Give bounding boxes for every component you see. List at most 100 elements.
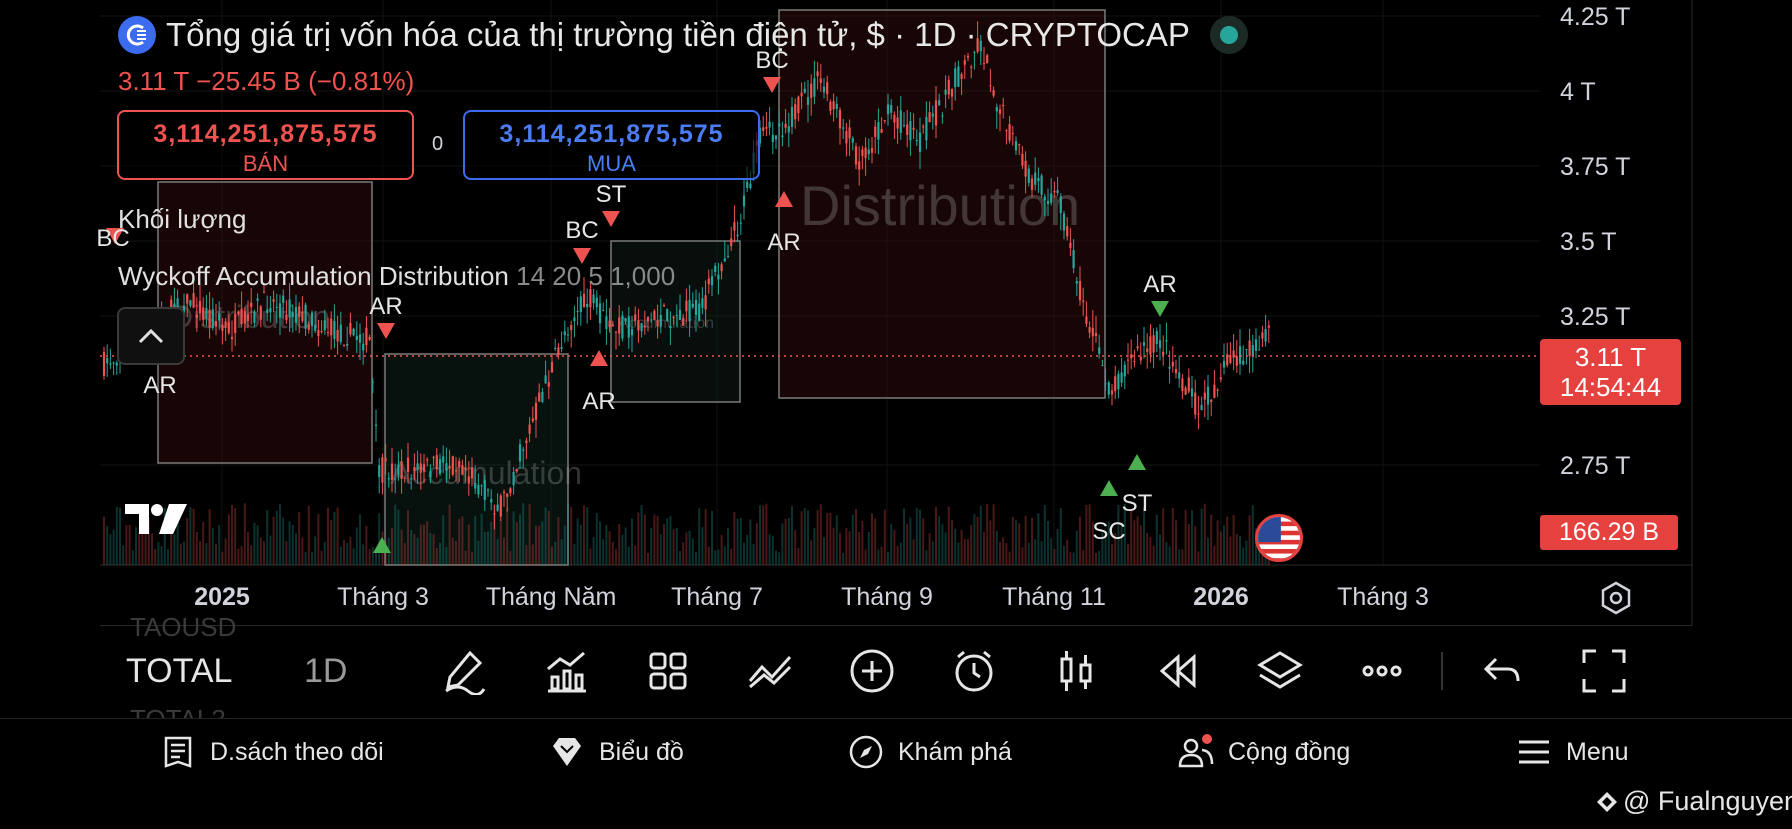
candle-body <box>186 294 189 304</box>
volume-bar <box>461 516 464 565</box>
volume-bar <box>243 503 246 565</box>
candle-body <box>682 317 685 326</box>
candle-body <box>307 324 310 330</box>
candle-style-icon[interactable] <box>1052 647 1100 695</box>
volume-bar <box>535 525 537 565</box>
candle-body <box>272 299 275 302</box>
candle-body <box>915 140 918 142</box>
replay-icon[interactable] <box>1154 647 1202 695</box>
time-axis[interactable]: 2025 Tháng 3 Tháng Năm Tháng 7 Tháng 9 Tháng … <box>194 583 1429 611</box>
chart-area[interactable]: Distribution Accumulation Accumulation Dist… <box>0 0 1792 640</box>
candle-body <box>736 234 739 237</box>
volume-bar <box>413 533 416 565</box>
volume-bar <box>167 549 169 565</box>
layout-grid-icon[interactable] <box>644 647 692 695</box>
volume-bar <box>349 536 352 565</box>
market-open-icon[interactable] <box>1209 16 1248 54</box>
volume-bar <box>1251 505 1254 565</box>
candle-body <box>861 149 864 156</box>
volume-bar <box>394 504 397 565</box>
sell-button[interactable]: 3,114,251,875,575 BÁN <box>117 110 414 180</box>
candle-body <box>800 92 803 97</box>
candle-body <box>304 304 307 329</box>
buy-button[interactable]: 3,114,251,875,575 MUA <box>463 110 760 180</box>
fullscreen-icon[interactable] <box>1580 647 1628 695</box>
volume-bar <box>362 544 365 565</box>
volume-bar <box>506 507 509 565</box>
collapse-legend-button[interactable] <box>117 307 185 365</box>
candle-body <box>842 127 845 129</box>
nav-explore[interactable]: Khám phá <box>848 734 1012 770</box>
candle-body <box>326 332 330 334</box>
volume-bar <box>432 534 435 565</box>
menu-icon <box>1519 740 1549 764</box>
candle-body <box>832 101 835 110</box>
candle-body <box>253 311 256 323</box>
candle-body <box>931 113 934 117</box>
layers-icon[interactable] <box>1256 647 1304 695</box>
volume-bar <box>1187 524 1190 565</box>
alert-clock-icon[interactable] <box>950 647 998 695</box>
volume-bar <box>903 508 905 565</box>
price-chart[interactable]: DistributionAccumulationAccumulationDist… <box>0 0 1792 640</box>
candle-body <box>963 60 966 65</box>
nav-menu[interactable]: Menu <box>1516 734 1629 770</box>
volume-bar <box>467 524 470 565</box>
candle-body <box>1126 359 1130 361</box>
volume-bar <box>1139 525 1142 565</box>
price-axis[interactable]: 4.25 T 4 T 3.75 T 3.5 T 3.25 T 2.75 T <box>1560 3 1630 480</box>
candle-body <box>1030 178 1034 190</box>
wyckoff-zone-box <box>157 181 373 464</box>
nav-watchlist[interactable]: D.sách theo dõi <box>160 734 384 770</box>
candle-body <box>899 110 902 133</box>
add-icon[interactable] <box>848 647 896 695</box>
volume-bar <box>711 510 713 565</box>
volume-bar <box>1047 520 1049 565</box>
candle-body <box>541 391 544 402</box>
volume-bar <box>352 548 355 565</box>
nav-chart[interactable]: Biểu đồ <box>549 734 684 770</box>
volume-bar <box>890 524 893 565</box>
volume-bar <box>803 508 806 565</box>
interval-button[interactable]: 1D <box>304 652 348 690</box>
volume-bar <box>1219 531 1222 565</box>
binance-diamond-icon <box>1597 791 1617 812</box>
candle-body <box>1114 376 1117 392</box>
x-tick-label: Tháng Năm <box>486 583 617 611</box>
x-tick-label: 2026 <box>1193 583 1249 611</box>
settings-icon[interactable] <box>1598 580 1634 616</box>
chart-header[interactable]: Tổng giá trị vốn hóa của thị trường tiền… <box>118 16 1248 54</box>
wyckoff-indicator-legend[interactable]: Wyckoff Accumulation Distribution 14 20 … <box>118 261 675 292</box>
undo-icon[interactable] <box>1478 647 1526 695</box>
volume-indicator-legend[interactable]: Khối lượng <box>118 204 246 235</box>
candle-body <box>474 482 477 489</box>
volume-bar <box>439 542 441 565</box>
volume-bar <box>259 537 262 565</box>
candle-body <box>1133 360 1136 362</box>
volume-bar <box>775 550 777 565</box>
candle-body <box>1053 190 1056 193</box>
candle-body <box>234 313 237 333</box>
indicators-icon[interactable] <box>542 647 590 695</box>
candle-body <box>291 312 294 317</box>
compare-icon[interactable] <box>746 647 794 695</box>
volume-bar <box>848 531 851 565</box>
candle-body <box>1155 331 1158 345</box>
volume-bar <box>199 541 201 565</box>
volume-bar <box>163 507 166 565</box>
us-flag-icon[interactable] <box>1255 514 1303 562</box>
candle-body <box>442 456 445 463</box>
symbol-button[interactable]: TOTAL <box>126 652 233 690</box>
volume-bar <box>858 532 861 565</box>
candle-body <box>1254 339 1258 351</box>
candle-body <box>976 38 979 52</box>
volume-bar <box>208 509 211 565</box>
more-icon[interactable] <box>1358 647 1406 695</box>
volume-bar <box>874 518 877 565</box>
ghost-symbol: TAOUSD <box>130 612 237 642</box>
drawing-pen-icon[interactable] <box>440 647 488 695</box>
nav-community[interactable]: Cộng đồng <box>1178 734 1350 770</box>
volume-bar <box>442 515 445 565</box>
candle-body <box>883 120 886 122</box>
